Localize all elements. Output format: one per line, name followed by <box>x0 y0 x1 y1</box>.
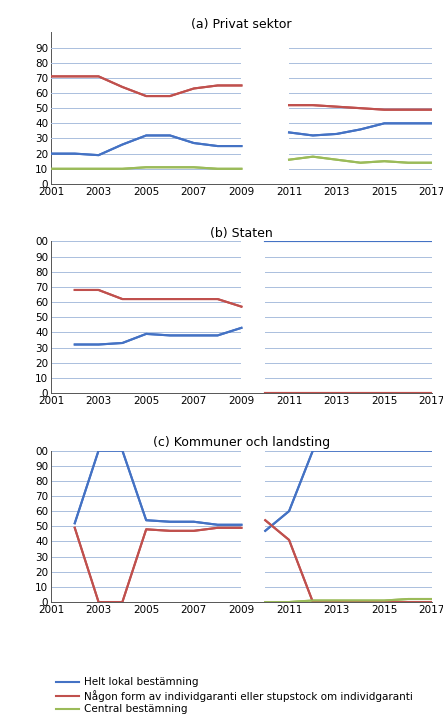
Bar <box>241 32 289 184</box>
Legend: Helt lokal bestämning, Någon form av individgaranti eller stupstock om individga: Helt lokal bestämning, Någon form av ind… <box>56 677 413 715</box>
Title: (b) Staten: (b) Staten <box>210 227 273 240</box>
Bar <box>241 242 265 393</box>
Title: (a) Privat sektor: (a) Privat sektor <box>191 18 291 31</box>
Title: (c) Kommuner och landsting: (c) Kommuner och landsting <box>153 436 330 449</box>
Bar <box>241 451 265 602</box>
